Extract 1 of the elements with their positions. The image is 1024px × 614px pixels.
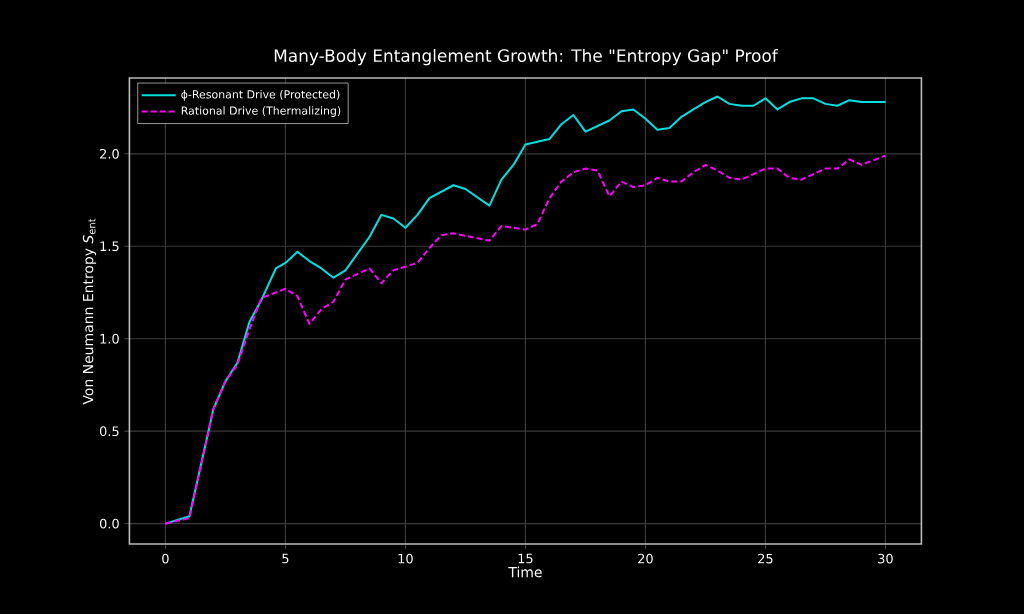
chart-title: Many-Body Entanglement Growth: The "Entropy Gap" Proof <box>274 48 779 66</box>
